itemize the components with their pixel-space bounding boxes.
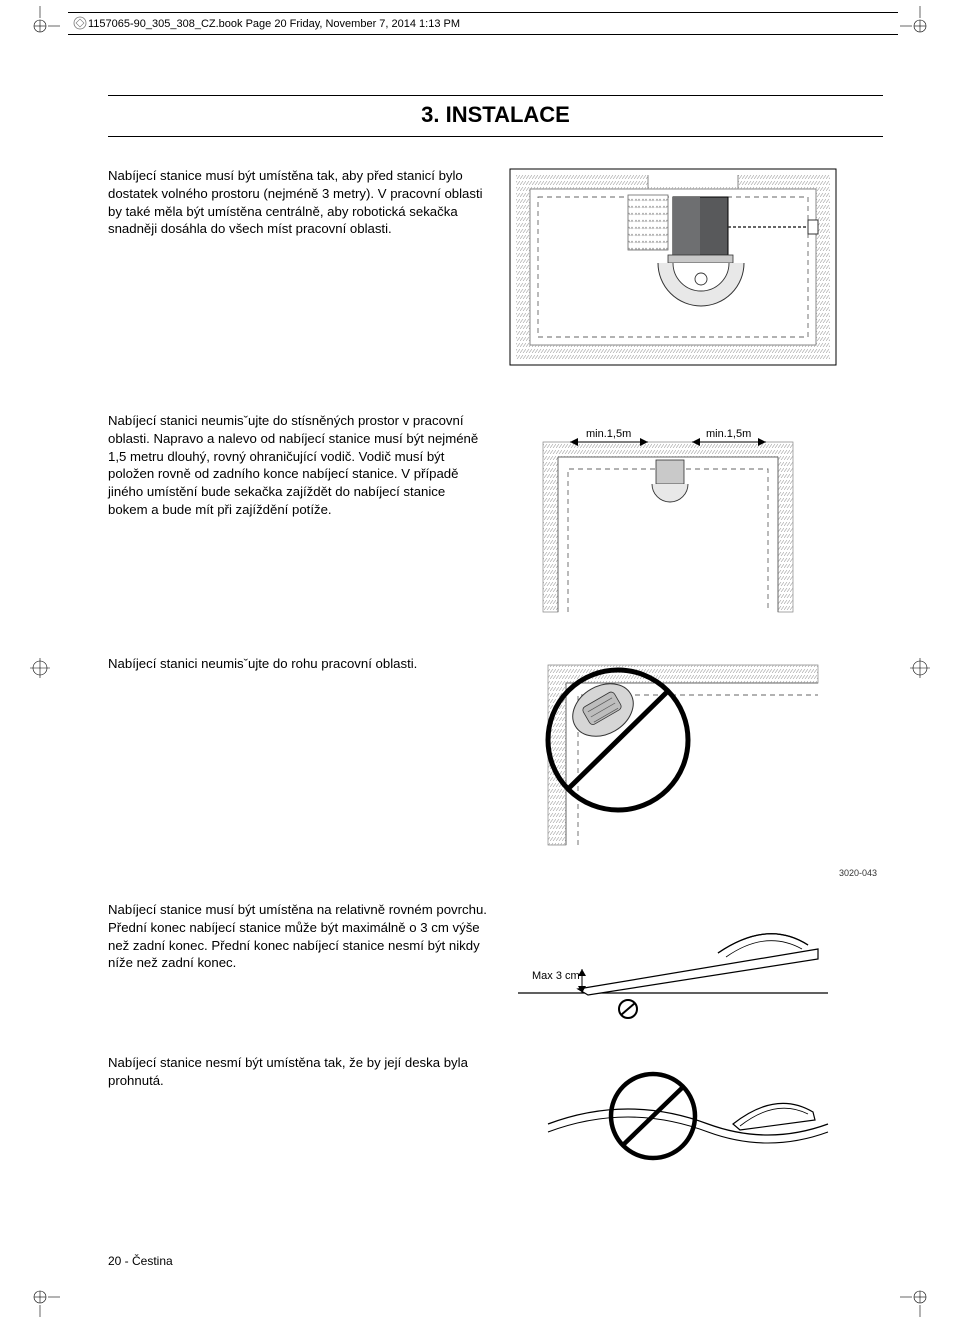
fig2-right-label: min.1,5m bbox=[706, 428, 751, 440]
fig2-left-label: min.1,5m bbox=[586, 428, 631, 440]
crop-mark-br bbox=[900, 1277, 940, 1317]
para-4: Nabíjecí stanice musí být umístěna na re… bbox=[108, 901, 508, 972]
crop-mark-bl bbox=[20, 1277, 60, 1317]
para-3: Nabíjecí stanici neumisˇujte do rohu pra… bbox=[108, 655, 508, 673]
chapter-title-wrap: 3. INSTALACE bbox=[108, 95, 883, 137]
para-5: Nabíjecí stanice nesmí být umístěna tak,… bbox=[108, 1054, 508, 1090]
page-footer: 20 - Čestina bbox=[108, 1254, 173, 1268]
fig4-label: Max 3 cm bbox=[532, 970, 580, 982]
crop-mark-mr bbox=[900, 648, 940, 688]
crop-mark-tl bbox=[20, 6, 60, 46]
figure-5 bbox=[508, 1054, 883, 1169]
header-rule bbox=[68, 12, 898, 35]
crop-mark-tr bbox=[900, 6, 940, 46]
figure-4: Max 3 cm bbox=[508, 901, 883, 1026]
para-1: Nabíjecí stanice musí být umístěna tak, … bbox=[108, 167, 508, 238]
page-body: 3. INSTALACE Nabíjecí stanice musí být u… bbox=[108, 95, 883, 1197]
chapter-title: 3. INSTALACE bbox=[108, 102, 883, 128]
header-icon bbox=[73, 16, 87, 35]
figure-2: min.1,5m min.1,5m bbox=[508, 412, 883, 627]
fig3-caption: 3020-043 bbox=[839, 868, 877, 878]
para-2: Nabíjecí stanici neumisˇujte do stísněný… bbox=[108, 412, 508, 519]
figure-3: 3020-043 bbox=[508, 655, 883, 860]
figure-1 bbox=[508, 167, 883, 372]
crop-mark-ml bbox=[20, 648, 60, 688]
